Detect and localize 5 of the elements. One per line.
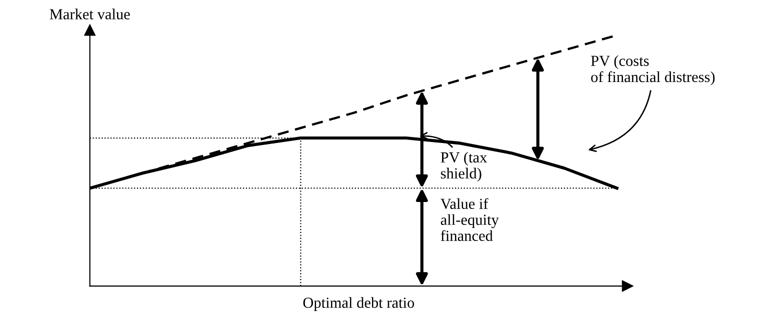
annotation: PV (tax shield) [440, 152, 487, 182]
y-axis-title: Market value [50, 8, 130, 20]
annotation: PV (costs of financial distress) [591, 55, 715, 86]
annotation: Value if all-equity financed [440, 198, 499, 241]
x-axis-title: Optimal debt ratio [303, 297, 414, 311]
